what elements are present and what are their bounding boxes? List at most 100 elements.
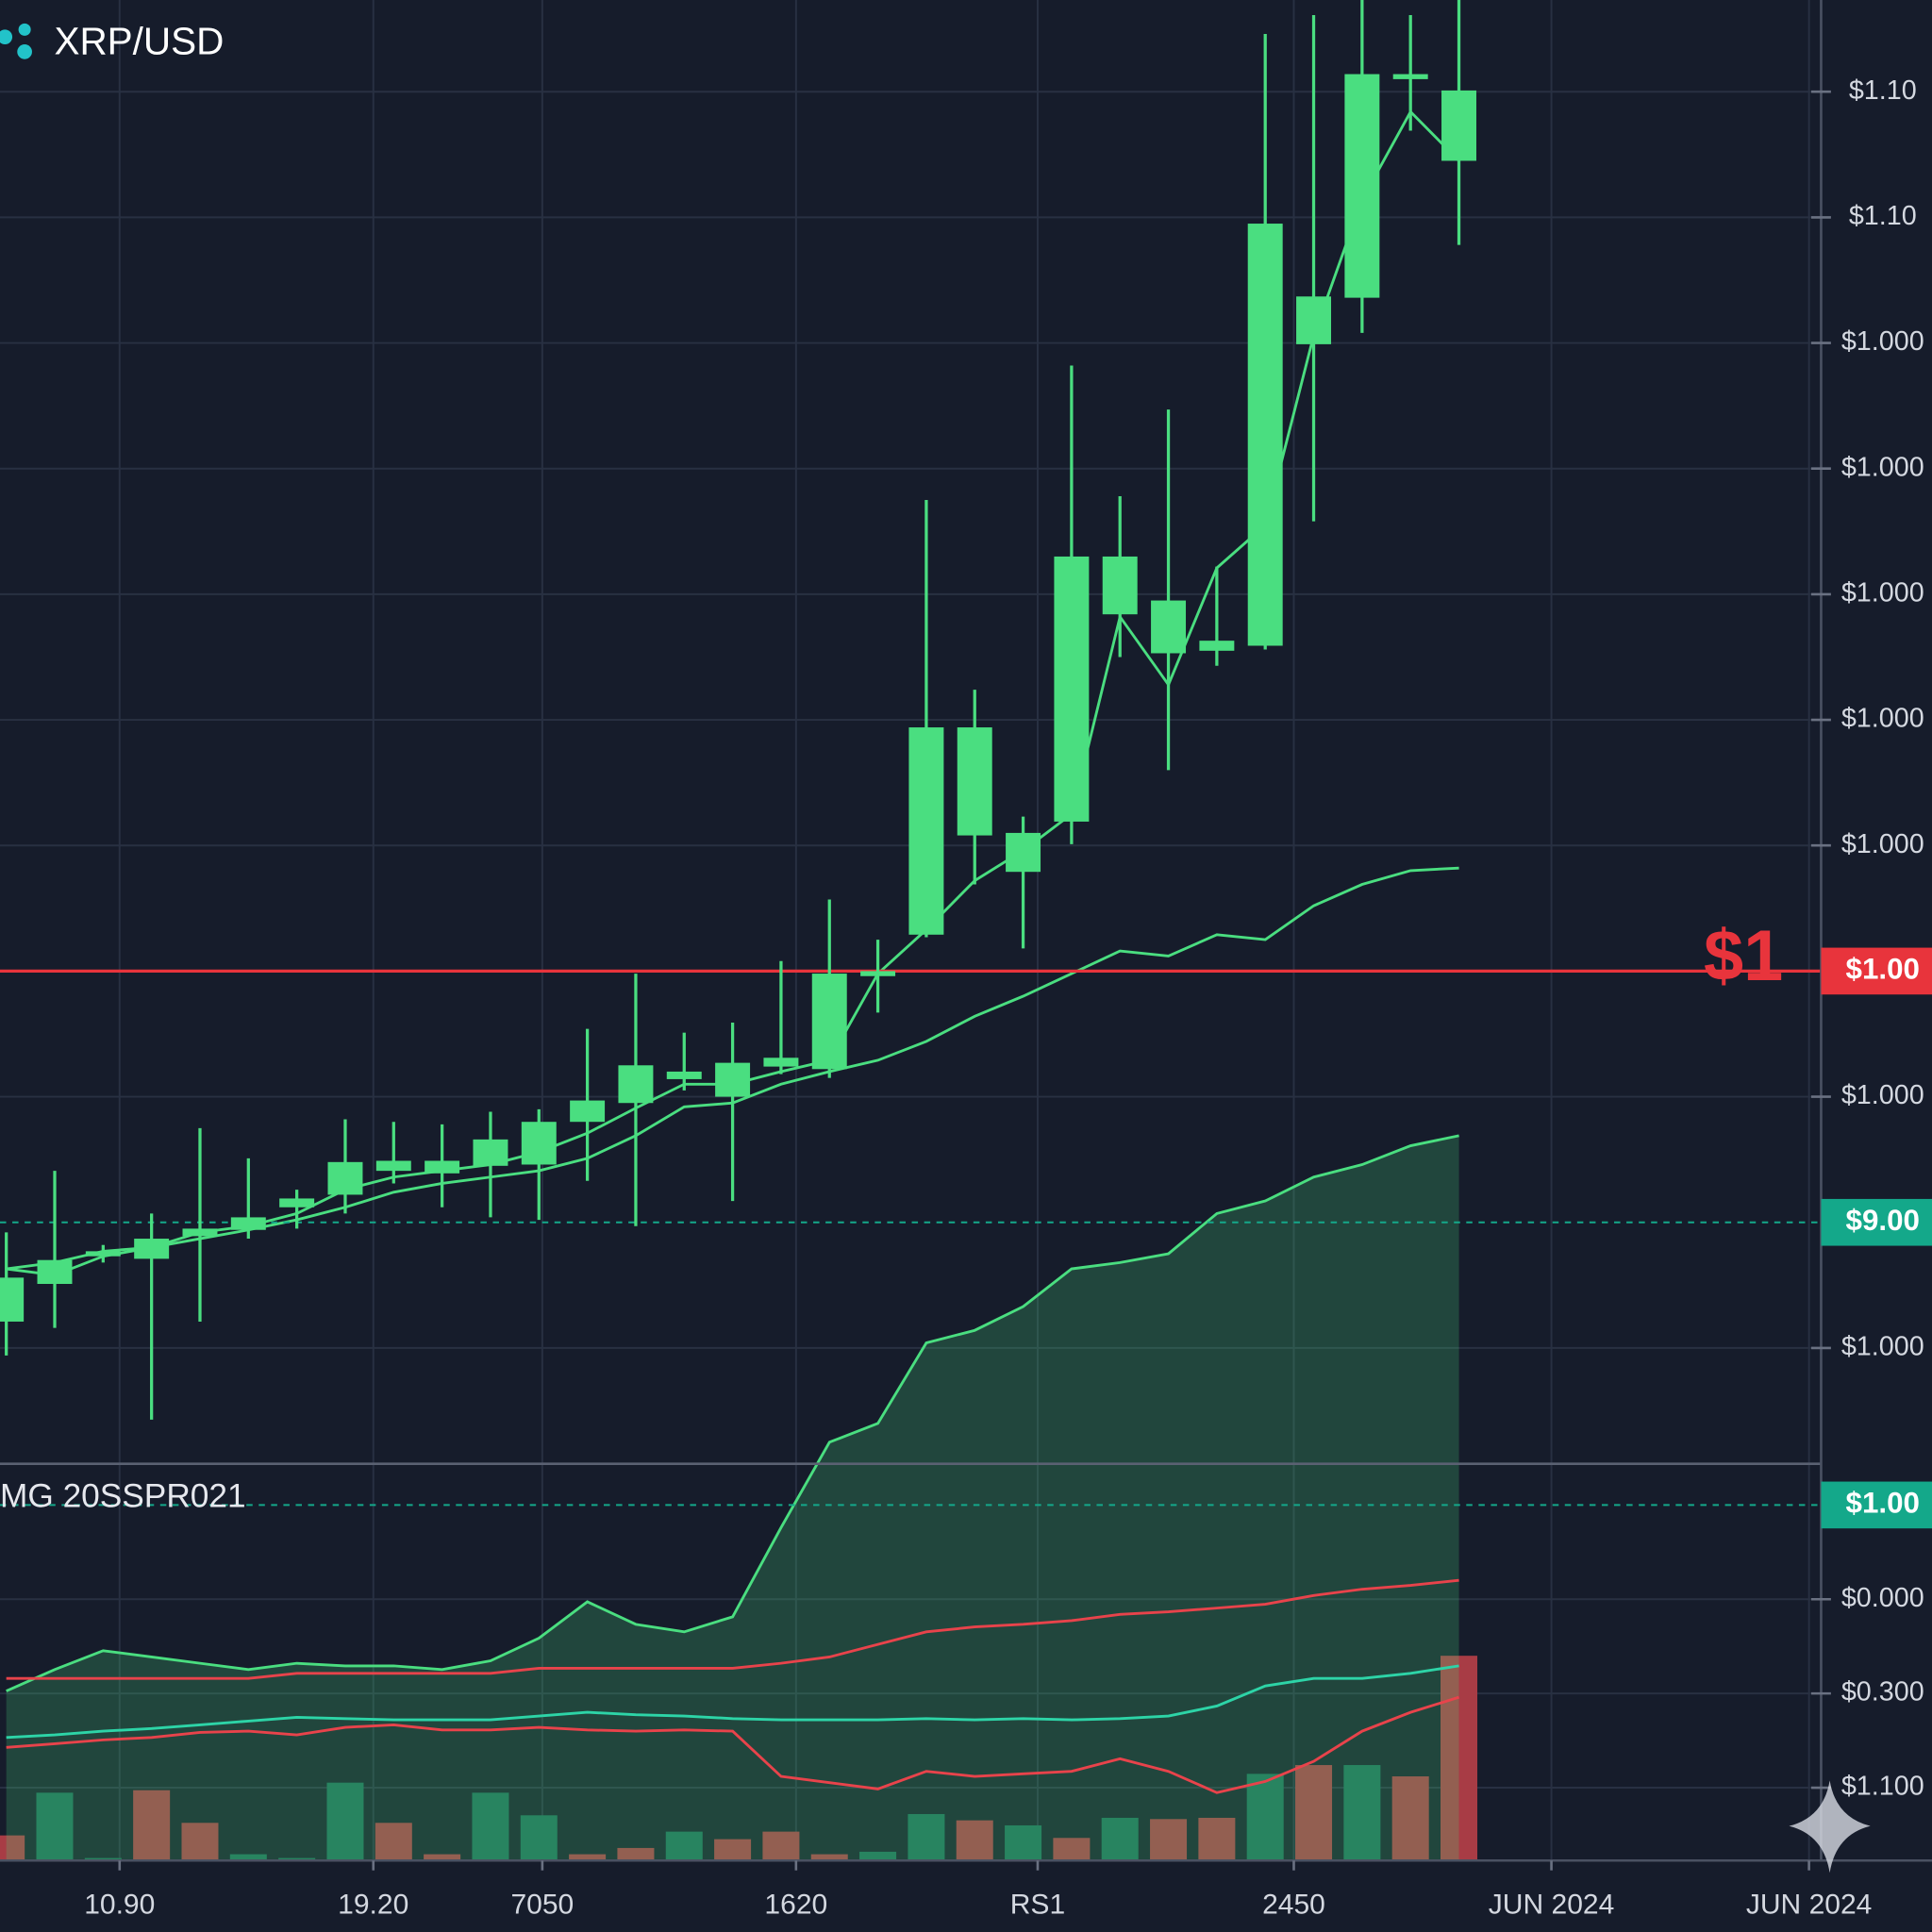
y-tick-label: $1.100 bbox=[1841, 1772, 1924, 1802]
candle-body bbox=[230, 1217, 266, 1230]
x-tick-label: JUN 2024 bbox=[1489, 1890, 1615, 1921]
volume-bar bbox=[956, 1820, 993, 1861]
volume-bar bbox=[1295, 1765, 1333, 1861]
volume-bar bbox=[133, 1790, 171, 1861]
logo-dot bbox=[17, 44, 32, 59]
candle-body bbox=[570, 1100, 606, 1123]
volume-bar bbox=[1101, 1817, 1139, 1861]
x-tick-label: 1620 bbox=[764, 1890, 827, 1921]
volume-bar bbox=[1343, 1765, 1381, 1861]
price-badge bbox=[1821, 1198, 1932, 1246]
volume-bar bbox=[1198, 1817, 1236, 1861]
y-tick-label: $0.000 bbox=[1841, 1583, 1924, 1613]
candle-body bbox=[1296, 296, 1332, 344]
price-annotation: $1 bbox=[1704, 916, 1783, 996]
grid-layer bbox=[0, 0, 1822, 1861]
indicator-line bbox=[6, 1578, 1459, 1680]
y-tick-label: $1.000 bbox=[1841, 1332, 1924, 1362]
candle-body bbox=[860, 971, 896, 976]
volume-bar bbox=[1391, 1776, 1429, 1861]
y-tick-label: $1.000 bbox=[1841, 452, 1924, 482]
logo bbox=[0, 23, 32, 59]
candle-body bbox=[134, 1239, 170, 1259]
y-tick-label: $0.300 bbox=[1841, 1677, 1924, 1707]
volume-bar bbox=[278, 1857, 316, 1861]
price-badge-label: $1.00 bbox=[1846, 1487, 1920, 1520]
candle-body bbox=[425, 1160, 460, 1174]
volume-bar bbox=[1246, 1774, 1284, 1861]
candle-body bbox=[957, 727, 992, 836]
indicator-line bbox=[6, 1664, 1459, 1740]
volume-bar bbox=[84, 1857, 122, 1861]
candle-body bbox=[811, 974, 847, 1070]
y-tick-label: $1.000 bbox=[1841, 1080, 1924, 1110]
y-tick-label: $1.000 bbox=[1841, 326, 1924, 357]
x-tick-label: 19.20 bbox=[338, 1890, 408, 1921]
x-tick-label: 10.90 bbox=[84, 1890, 155, 1921]
volume-bar bbox=[375, 1823, 412, 1861]
volume-bar bbox=[472, 1792, 509, 1861]
candle-body bbox=[666, 1071, 702, 1079]
candle-body bbox=[0, 1277, 25, 1322]
candle-body bbox=[1151, 600, 1187, 654]
x-tick-label: 2450 bbox=[1262, 1890, 1325, 1921]
indicator-label: MG 20SSPR021 bbox=[0, 1478, 246, 1515]
price-badge-label: $1.00 bbox=[1846, 953, 1920, 986]
volume-bar bbox=[36, 1792, 74, 1861]
marks-layer bbox=[0, 0, 1822, 1861]
watermark-sparkle bbox=[1789, 1780, 1871, 1874]
volume-bar bbox=[617, 1847, 655, 1861]
volume-bar bbox=[810, 1854, 848, 1861]
price-badge bbox=[1821, 947, 1932, 995]
y-tick-label: $1.10 bbox=[1849, 201, 1917, 231]
y-tick-label: $1.000 bbox=[1841, 577, 1924, 608]
candle-body bbox=[85, 1251, 121, 1257]
y-tick-label: $1.10 bbox=[1849, 75, 1917, 106]
volume-bar bbox=[1005, 1824, 1042, 1861]
candle-body bbox=[618, 1065, 654, 1104]
candle-body bbox=[1054, 556, 1090, 822]
indicator-line bbox=[6, 1134, 1459, 1692]
candle-body bbox=[1006, 832, 1041, 873]
volume-bar bbox=[520, 1815, 558, 1861]
candle-body bbox=[473, 1139, 508, 1166]
candle-body bbox=[1102, 556, 1138, 615]
y-tick-label: $1.000 bbox=[1841, 704, 1924, 734]
candle-body bbox=[521, 1122, 557, 1165]
candle-body bbox=[908, 727, 944, 935]
candle-body bbox=[375, 1160, 411, 1172]
candle-body bbox=[327, 1161, 363, 1195]
candle-body bbox=[1199, 641, 1235, 651]
candle-body bbox=[182, 1228, 218, 1237]
volume-bar bbox=[0, 1835, 25, 1861]
candle-body bbox=[279, 1198, 315, 1208]
price-badge bbox=[1821, 1481, 1932, 1529]
x-tick-label: 7050 bbox=[510, 1890, 574, 1921]
volume-bar bbox=[665, 1831, 703, 1861]
volume-bar bbox=[424, 1854, 461, 1861]
price-badge-label: $9.00 bbox=[1846, 1204, 1920, 1237]
candle-body bbox=[715, 1062, 751, 1097]
volume-bar bbox=[326, 1782, 364, 1861]
logo-dot bbox=[18, 23, 31, 36]
volume-bar bbox=[1150, 1819, 1188, 1861]
volume-bar bbox=[1441, 1656, 1478, 1861]
candle-body bbox=[1441, 90, 1476, 161]
volume-bar bbox=[762, 1831, 800, 1861]
volume-bar bbox=[908, 1813, 945, 1861]
volume-bar bbox=[229, 1854, 267, 1861]
y-tick-label: $1.000 bbox=[1841, 829, 1924, 859]
x-tick-label: JUN 2024 bbox=[1746, 1890, 1873, 1921]
area-fill bbox=[6, 1135, 1459, 1861]
candle-body bbox=[763, 1058, 799, 1067]
indicator-line bbox=[6, 1695, 1460, 1794]
candle-body bbox=[1392, 74, 1428, 79]
symbol-title: XRP/USD bbox=[54, 20, 224, 63]
volume-bar bbox=[1053, 1838, 1091, 1861]
volume-bar bbox=[181, 1823, 219, 1861]
candle-body bbox=[1344, 74, 1380, 298]
axis-layer: $1.10 $1.10 $1.000 $1.000 $1.000 $1.000 $1.000… bbox=[84, 75, 1932, 1921]
